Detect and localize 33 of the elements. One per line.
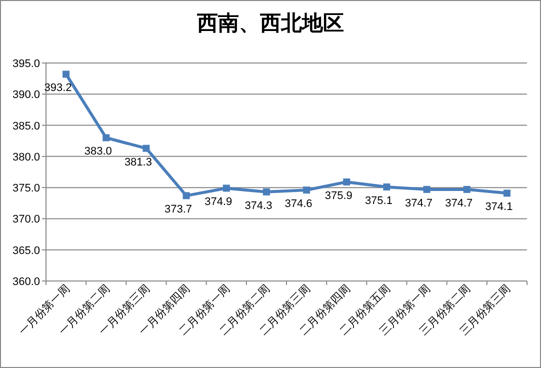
point: [62, 70, 70, 78]
y-tick-label: 395.0: [12, 58, 40, 70]
data-label: 375.9: [324, 190, 352, 202]
data-label: 393.2: [44, 82, 72, 94]
data-label: 374.3: [244, 200, 272, 212]
y-tick-label: 380.0: [12, 151, 40, 164]
point: [262, 188, 270, 196]
chart-title: 西南、西北地区: [196, 11, 344, 35]
y-tick-label: 385.0: [12, 120, 40, 132]
point: [303, 186, 310, 194]
point: [142, 144, 150, 152]
data-label: 375.1: [364, 194, 392, 207]
y-tick-label: 365.0: [12, 244, 40, 257]
point: [222, 184, 230, 192]
data-label: 374.7: [405, 197, 433, 210]
data-label: 383.0: [84, 146, 112, 158]
y-tick-label: 360.0: [12, 276, 40, 288]
data-label: 381.3: [124, 156, 152, 168]
point: [463, 186, 470, 193]
data-label: 374.9: [204, 196, 232, 208]
y-tick-label: 375.0: [12, 182, 40, 195]
y-tick-label: 370.0: [12, 214, 40, 226]
y-tick-label: 390.0: [12, 89, 40, 102]
data-label: 373.7: [164, 204, 192, 216]
point: [423, 186, 430, 193]
point: [182, 192, 190, 200]
data-label: 374.1: [485, 201, 513, 214]
point: [503, 190, 510, 197]
point: [343, 178, 350, 186]
data-label: 374.7: [445, 197, 473, 210]
point: [102, 134, 110, 142]
point: [383, 183, 390, 190]
data-label: 374.6: [284, 198, 312, 210]
